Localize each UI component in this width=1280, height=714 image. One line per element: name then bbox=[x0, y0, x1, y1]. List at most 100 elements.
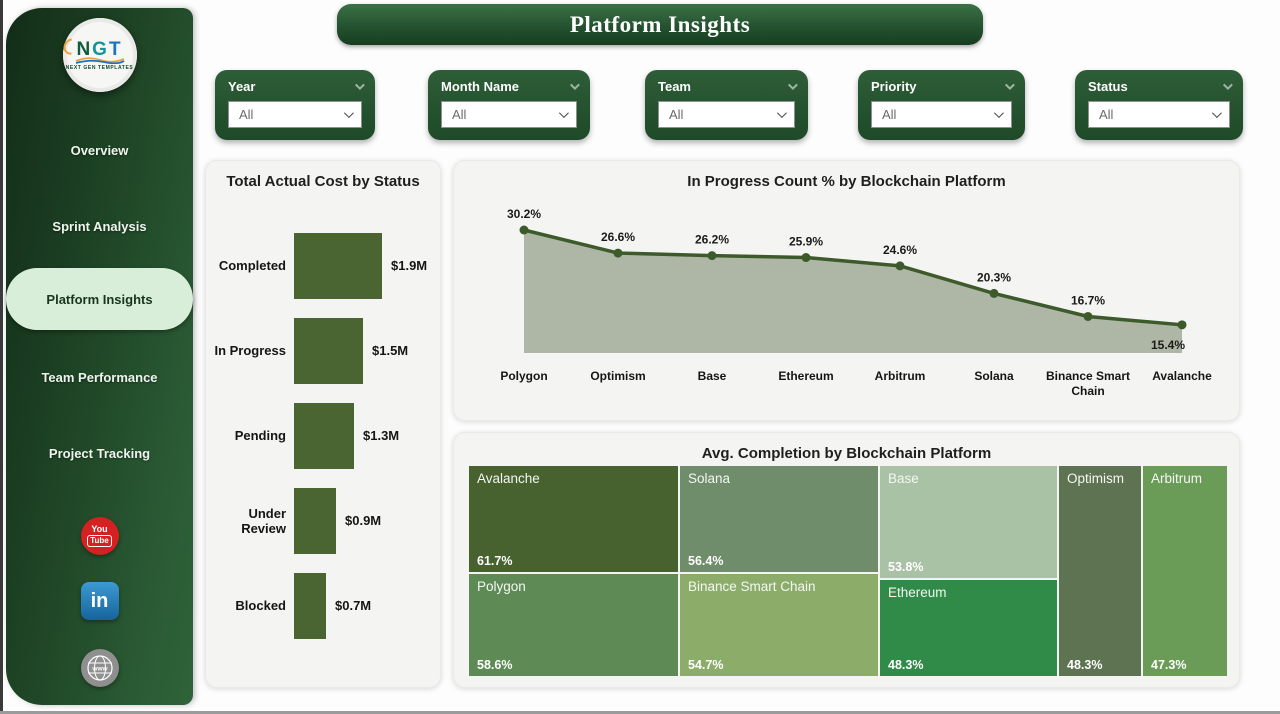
data-label: 15.4% bbox=[1151, 338, 1185, 352]
bar-value-label: $0.9M bbox=[345, 513, 382, 528]
chevron-down-icon bbox=[1211, 108, 1222, 119]
x-axis-label: Optimism bbox=[590, 369, 646, 383]
data-point-polygon[interactable] bbox=[519, 225, 529, 235]
bar-row-pending: Pending $1.3M bbox=[206, 393, 440, 478]
data-point-ethereum[interactable] bbox=[801, 253, 811, 263]
data-point-binance-smart-chain[interactable] bbox=[1083, 311, 1093, 321]
tile-name: Base bbox=[888, 471, 919, 486]
logo-wave-icon bbox=[75, 56, 124, 64]
bar-category-label: Completed bbox=[218, 258, 286, 273]
data-label: 26.2% bbox=[695, 233, 729, 247]
card-avg-completion: Avg. Completion by Blockchain Platform A… bbox=[453, 432, 1240, 688]
data-label: 24.6% bbox=[883, 243, 917, 257]
x-axis-label: Avalanche bbox=[1152, 369, 1212, 383]
chevron-down-icon[interactable] bbox=[787, 80, 798, 91]
chevron-down-icon bbox=[776, 108, 787, 119]
filter-team: Team All bbox=[645, 70, 808, 140]
trend-line bbox=[522, 228, 1184, 327]
sidebar-item-overview[interactable]: Overview bbox=[70, 142, 129, 158]
year-dropdown[interactable]: All bbox=[228, 101, 362, 128]
tile-name: Optimism bbox=[1067, 471, 1124, 486]
data-label: 26.6% bbox=[601, 230, 635, 244]
treemap-tile-arbitrum[interactable]: Arbitrum 47.3% bbox=[1143, 466, 1227, 676]
treemap-chart: Avalanche 61.7% Solana 56.4% Base 53.8% Polygo… bbox=[469, 466, 1227, 676]
sidebar-item-sprint-analysis[interactable]: Sprint Analysis bbox=[52, 218, 147, 234]
chevron-down-icon[interactable] bbox=[354, 80, 365, 91]
svg-text:www: www bbox=[91, 666, 108, 673]
bar-under-review[interactable] bbox=[294, 487, 336, 554]
treemap-tile-avalanche[interactable]: Avalanche 61.7% bbox=[469, 466, 678, 572]
bar-row-blocked: Blocked $0.7M bbox=[206, 563, 440, 648]
tile-name: Avalanche bbox=[477, 471, 540, 486]
bar-row-in-progress: In Progress $1.5M bbox=[206, 308, 440, 393]
data-label: 25.9% bbox=[789, 235, 823, 249]
sidebar-item-project-tracking[interactable]: Project Tracking bbox=[48, 445, 151, 461]
data-label: 16.7% bbox=[1071, 293, 1105, 307]
data-point-arbitrum[interactable] bbox=[895, 261, 905, 271]
tile-value: 47.3% bbox=[1151, 658, 1187, 672]
team-dropdown[interactable]: All bbox=[658, 101, 795, 128]
data-point-solana[interactable] bbox=[989, 288, 999, 298]
bar-row-completed: Completed $1.9M bbox=[206, 223, 440, 308]
chevron-down-icon[interactable] bbox=[1004, 80, 1015, 91]
treemap-tile-base[interactable]: Base 53.8% bbox=[880, 466, 1057, 578]
data-label: 30.2% bbox=[507, 207, 541, 221]
chevron-down-icon[interactable] bbox=[569, 80, 580, 91]
x-axis-label: Binance Smart Chain bbox=[1045, 369, 1131, 398]
treemap-tile-solana[interactable]: Solana 56.4% bbox=[680, 466, 878, 572]
status-dropdown[interactable]: All bbox=[1088, 101, 1230, 128]
priority-dropdown[interactable]: All bbox=[871, 101, 1012, 128]
data-point-avalanche[interactable] bbox=[1177, 320, 1187, 330]
tile-name: Polygon bbox=[477, 579, 526, 594]
ngt-logo-letters: NGT bbox=[60, 34, 122, 59]
x-axis-label: Arbitrum bbox=[874, 369, 926, 383]
x-axis-label: Polygon bbox=[500, 369, 548, 383]
chevron-down-icon bbox=[993, 108, 1004, 119]
page-title-banner: Platform Insights bbox=[337, 4, 983, 45]
tile-value: 56.4% bbox=[688, 554, 724, 568]
tile-value: 61.7% bbox=[477, 554, 513, 568]
website-globe-icon[interactable]: www bbox=[80, 649, 119, 687]
bar-completed[interactable] bbox=[294, 232, 382, 299]
tile-name: Solana bbox=[688, 471, 731, 486]
chart-title: In Progress Count % by Blockchain Platfo… bbox=[687, 173, 1006, 190]
data-point-optimism[interactable] bbox=[613, 248, 623, 258]
treemap-tile-binance-smart-chain[interactable]: Binance Smart Chain 54.7% bbox=[680, 574, 878, 676]
linkedin-icon[interactable]: in bbox=[80, 582, 119, 620]
sidebar-item-team-performance[interactable]: Team Performance bbox=[41, 369, 158, 385]
bar-pending[interactable] bbox=[294, 402, 354, 469]
youtube-icon[interactable]: You Tube bbox=[80, 517, 119, 555]
data-point-base[interactable] bbox=[707, 251, 717, 261]
bar-value-label: $0.7M bbox=[335, 598, 372, 613]
x-axis-label: Base bbox=[697, 369, 727, 383]
x-axis-labels: Polygon Optimism Base Ethereum Arbitrum Solan… bbox=[454, 369, 1241, 409]
treemap-tile-polygon[interactable]: Polygon 58.6% bbox=[469, 574, 678, 676]
tile-value: 48.3% bbox=[1067, 658, 1103, 672]
bar-category-label: Under Review bbox=[241, 505, 286, 536]
sidebar-item-platform-insights[interactable]: Platform Insights bbox=[6, 268, 193, 330]
window-left-edge bbox=[0, 0, 3, 714]
ngt-logo: NGT NEXT GEN TEMPLATES bbox=[60, 18, 137, 92]
bar-category-label: Pending bbox=[234, 428, 286, 443]
tile-name: Arbitrum bbox=[1151, 471, 1203, 486]
chart-title: Total Actual Cost by Status bbox=[226, 173, 420, 190]
filter-status: Status All bbox=[1075, 70, 1243, 140]
filter-year: Year All bbox=[215, 70, 375, 140]
tile-value: 48.3% bbox=[888, 658, 924, 672]
filter-priority: Priority All bbox=[858, 70, 1025, 140]
area-chart: 30.2% 26.6% 26.2% 25.9% 24.6% 20.3% 16.7% 15.4% bbox=[507, 207, 1187, 353]
treemap-tile-optimism[interactable]: Optimism 48.3% bbox=[1059, 466, 1141, 676]
chevron-down-icon bbox=[343, 108, 354, 119]
bar-value-label: $1.5M bbox=[372, 343, 409, 358]
chevron-down-icon[interactable] bbox=[1222, 80, 1233, 91]
window-bottom-edge bbox=[0, 711, 1280, 714]
x-axis-label: Solana bbox=[974, 369, 1014, 383]
tile-value: 53.8% bbox=[888, 560, 924, 574]
bar-in-progress[interactable] bbox=[294, 317, 363, 384]
month-name-dropdown[interactable]: All bbox=[441, 101, 577, 128]
bar-category-label: Blocked bbox=[235, 598, 286, 613]
treemap-tile-ethereum[interactable]: Ethereum 48.3% bbox=[880, 580, 1057, 676]
bar-blocked[interactable] bbox=[294, 572, 326, 639]
tile-name: Binance Smart Chain bbox=[688, 579, 816, 594]
